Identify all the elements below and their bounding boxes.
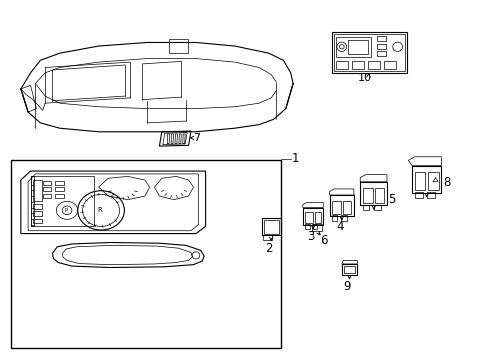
Bar xyxy=(263,235,271,240)
Bar xyxy=(42,181,51,185)
Text: 1: 1 xyxy=(291,152,299,165)
Text: 3: 3 xyxy=(306,230,313,243)
Bar xyxy=(304,224,309,229)
Bar xyxy=(30,176,34,226)
Bar xyxy=(376,36,386,41)
Bar xyxy=(343,266,355,273)
Bar xyxy=(55,187,63,192)
Bar xyxy=(312,224,317,229)
Bar xyxy=(427,172,438,190)
Bar xyxy=(335,62,347,69)
Bar xyxy=(341,215,346,221)
Bar xyxy=(33,180,41,202)
Text: 10: 10 xyxy=(357,73,371,83)
Bar xyxy=(362,204,369,210)
Bar xyxy=(302,207,323,225)
Bar xyxy=(55,181,63,185)
Bar xyxy=(314,212,320,223)
Text: P: P xyxy=(64,208,67,213)
Bar xyxy=(55,194,63,198)
Bar xyxy=(335,37,370,57)
Bar xyxy=(33,204,41,208)
Bar xyxy=(351,62,364,69)
Bar xyxy=(11,160,281,348)
Bar xyxy=(329,195,353,216)
Bar xyxy=(411,166,441,193)
Bar xyxy=(376,44,386,49)
Bar xyxy=(169,39,187,53)
Bar xyxy=(376,51,386,56)
Bar xyxy=(33,211,41,216)
Bar xyxy=(331,32,407,73)
Text: 8: 8 xyxy=(442,176,449,189)
Bar xyxy=(341,264,357,275)
Text: 6: 6 xyxy=(320,234,327,247)
Bar xyxy=(334,33,404,71)
Bar xyxy=(367,62,379,69)
Bar xyxy=(331,201,340,213)
Bar xyxy=(42,187,51,192)
Bar xyxy=(414,172,425,190)
Bar xyxy=(30,176,94,226)
Text: 4: 4 xyxy=(336,220,343,233)
Bar xyxy=(374,188,383,203)
Bar xyxy=(383,62,395,69)
Bar xyxy=(360,182,386,205)
Text: 5: 5 xyxy=(387,193,395,206)
Bar xyxy=(343,201,351,213)
Text: 2: 2 xyxy=(265,242,272,256)
Bar xyxy=(264,220,278,234)
Text: 9: 9 xyxy=(342,280,349,293)
Bar xyxy=(42,194,51,198)
Text: R: R xyxy=(97,207,102,213)
Bar xyxy=(426,192,434,198)
Bar xyxy=(347,40,367,54)
Bar xyxy=(414,192,422,198)
Bar xyxy=(363,188,372,203)
Bar xyxy=(311,224,322,231)
Text: 7: 7 xyxy=(193,133,200,143)
Bar xyxy=(261,218,281,235)
Bar xyxy=(373,204,380,210)
Bar xyxy=(331,215,337,221)
Bar xyxy=(33,219,41,223)
Bar xyxy=(305,212,312,223)
